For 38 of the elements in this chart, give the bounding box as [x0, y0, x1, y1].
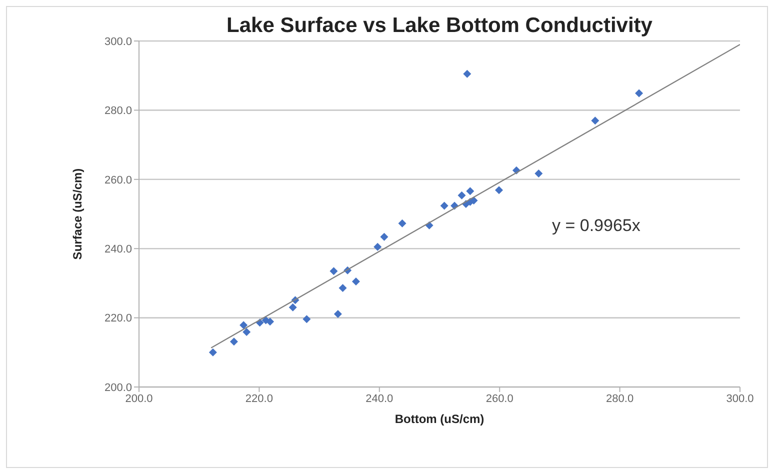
y-tick-label: 300.0	[104, 36, 132, 48]
point	[288, 303, 297, 312]
point	[338, 284, 347, 292]
point	[380, 232, 388, 241]
x-axis-title: Bottom (uS/cm)	[394, 412, 484, 426]
y-tick-label: 240.0	[104, 244, 132, 256]
y-axis-title: Surface (uS/cm)	[70, 168, 84, 260]
x-tick-label: 200.0	[125, 392, 153, 405]
point	[466, 187, 474, 196]
x-tick-label: 240.0	[366, 392, 394, 405]
point	[208, 348, 217, 356]
point	[230, 338, 238, 346]
point	[242, 328, 251, 336]
point	[330, 267, 338, 276]
point	[266, 318, 274, 326]
point	[463, 70, 472, 78]
point	[398, 219, 406, 228]
x-tick-label: 220.0	[245, 392, 273, 405]
point	[352, 277, 360, 286]
y-tick-label: 280.0	[104, 105, 132, 118]
annotation: y = 0.9965x	[552, 216, 640, 236]
point	[440, 202, 448, 210]
y-tick-label: 260.0	[104, 174, 132, 186]
x-tick-label: 260.0	[486, 392, 514, 405]
chart-title: Lake Surface vs Lake Bottom Conductivity	[226, 14, 654, 38]
point	[495, 186, 503, 194]
point	[635, 89, 644, 98]
x-tick-label: 280.0	[606, 392, 634, 405]
point	[534, 170, 543, 178]
y-tick-label: 200.0	[104, 382, 132, 394]
point	[374, 242, 382, 251]
point	[240, 321, 248, 330]
x-tick-label: 300.0	[726, 392, 754, 405]
point	[334, 310, 342, 318]
point	[302, 315, 311, 324]
y-tick-label: 220.0	[104, 312, 132, 325]
point	[591, 116, 600, 125]
point	[458, 191, 466, 200]
